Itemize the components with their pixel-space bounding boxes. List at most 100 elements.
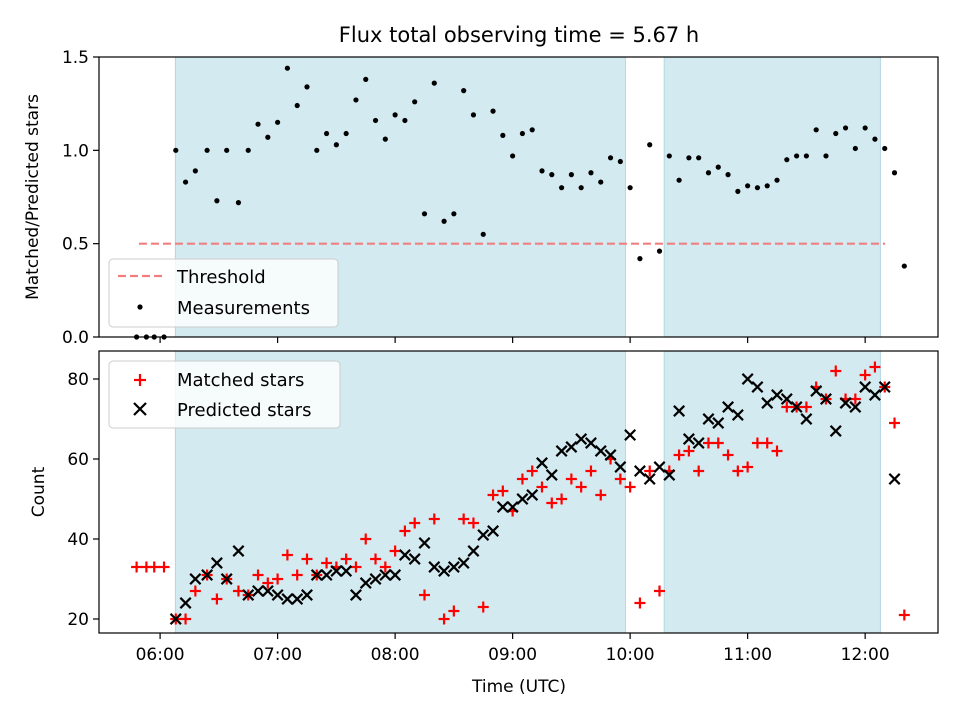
matched-star-point-65 bbox=[761, 437, 773, 449]
measurement-point-31 bbox=[431, 80, 437, 86]
x-tick-label: 07:00 bbox=[253, 645, 302, 665]
measurement-point-12 bbox=[245, 147, 251, 153]
measurement-point-32 bbox=[441, 218, 447, 224]
matched-star-point-48 bbox=[595, 489, 607, 501]
measurement-point-10 bbox=[224, 147, 230, 153]
shaded-interval-2 bbox=[663, 56, 881, 338]
measurement-point-65 bbox=[764, 183, 770, 189]
measurement-point-14 bbox=[265, 134, 271, 140]
predicted-star-point-23 bbox=[389, 569, 402, 581]
predicted-star-point-63 bbox=[780, 393, 793, 405]
matched-star-point-62 bbox=[732, 465, 744, 477]
predicted-star-point-18 bbox=[340, 565, 353, 577]
measurement-point-18 bbox=[304, 84, 310, 90]
predicted-star-point-21 bbox=[369, 573, 382, 585]
matched-star-point-59 bbox=[702, 437, 714, 449]
measurement-point-59 bbox=[705, 170, 712, 176]
predicted-star-point-40 bbox=[555, 445, 568, 457]
x-axis-label: Time (UTC) bbox=[471, 677, 566, 697]
measurement-point-45 bbox=[568, 172, 574, 178]
matched-star-point-1 bbox=[131, 561, 143, 573]
y-tick-label: 40 bbox=[67, 530, 89, 550]
predicted-star-point-8 bbox=[242, 589, 255, 601]
predicted-star-point-26 bbox=[418, 537, 431, 549]
predicted-star-point-48 bbox=[633, 465, 646, 477]
x-tick-label: 06:00 bbox=[136, 645, 185, 665]
measurement-point-77 bbox=[882, 145, 888, 152]
measurement-point-55 bbox=[666, 153, 672, 159]
measurement-point-70 bbox=[813, 127, 819, 133]
predicted-star-point-11 bbox=[271, 589, 284, 601]
predicted-star-point-37 bbox=[526, 489, 539, 501]
predicted-star-point-22 bbox=[379, 569, 392, 581]
matched-star-point-28 bbox=[399, 525, 411, 537]
predicted-star-point-68 bbox=[829, 425, 842, 437]
measurement-point-36 bbox=[480, 231, 486, 237]
predicted-star-point-25 bbox=[408, 553, 421, 565]
predicted-legend-marker bbox=[133, 402, 147, 416]
matched-star-point-11 bbox=[232, 585, 244, 597]
x-tick-label: 10:00 bbox=[606, 645, 655, 665]
matched-star-point-20 bbox=[321, 557, 333, 569]
predicted-star-point-10 bbox=[261, 585, 274, 597]
measurement-point-78 bbox=[891, 170, 898, 176]
matched-star-point-35 bbox=[467, 517, 479, 529]
matched-star-point-58 bbox=[693, 465, 705, 477]
measurement-point-33 bbox=[451, 211, 457, 217]
predicted-star-point-13 bbox=[291, 593, 304, 605]
measurement-point-20 bbox=[323, 130, 330, 137]
measurement-point-8 bbox=[204, 147, 210, 153]
measurement-point-28 bbox=[402, 117, 408, 124]
measurement-point-66 bbox=[774, 177, 780, 183]
measurement-point-60 bbox=[715, 164, 721, 170]
measurement-point-74 bbox=[852, 145, 858, 152]
predicted-star-point-29 bbox=[447, 561, 460, 573]
predicted-star-point-9 bbox=[252, 585, 265, 597]
matched-star-point-60 bbox=[712, 437, 724, 449]
measurement-point-71 bbox=[823, 153, 829, 159]
predicted-star-point-74 bbox=[888, 473, 901, 485]
bottom-y-ticks: 20 40 60 80 bbox=[67, 370, 99, 630]
measurement-point-47 bbox=[588, 170, 594, 176]
matched-star-point-25 bbox=[370, 553, 382, 565]
matched-star-point-61 bbox=[722, 449, 734, 461]
predicted-star-point-56 bbox=[712, 417, 725, 429]
bottom-legend-box bbox=[108, 360, 341, 429]
predicted-star-point-61 bbox=[761, 397, 774, 409]
matched-star-point-34 bbox=[458, 513, 470, 525]
matched-star-point-67 bbox=[781, 401, 793, 413]
matched-star-point-64 bbox=[751, 437, 763, 449]
measurement-point-39 bbox=[510, 153, 516, 159]
measurement-point-79 bbox=[901, 263, 907, 269]
measurement-point-26 bbox=[382, 136, 388, 142]
y-tick-label: 80 bbox=[67, 370, 89, 390]
x-tick-label: 09:00 bbox=[488, 645, 537, 665]
predicted-star-point-5 bbox=[210, 557, 223, 569]
predicted-star-point-69 bbox=[839, 397, 852, 409]
top-legend: Threshold Measurements bbox=[108, 258, 339, 328]
predicted-star-point-62 bbox=[771, 389, 783, 401]
measurement-point-6 bbox=[182, 179, 189, 185]
top-x-ticks bbox=[159, 337, 866, 343]
measurement-point-29 bbox=[412, 99, 418, 105]
predicted-star-point-24 bbox=[398, 549, 411, 561]
measurement-point-63 bbox=[745, 183, 751, 189]
matched-star-point-24 bbox=[360, 533, 372, 545]
matched-star-point-16 bbox=[281, 549, 293, 561]
measurement-point-41 bbox=[529, 127, 535, 133]
matched-star-point-43 bbox=[546, 497, 558, 509]
matched-star-point-38 bbox=[497, 485, 509, 497]
matched-star-point-45 bbox=[565, 473, 577, 485]
measurements-legend-marker bbox=[137, 304, 143, 310]
measurement-point-23 bbox=[353, 97, 359, 103]
predicted-star-point-19 bbox=[349, 589, 362, 601]
measurement-point-7 bbox=[192, 168, 198, 174]
measurement-points bbox=[134, 65, 907, 340]
matched-star-point-57 bbox=[683, 445, 695, 457]
predicted-star-point-28 bbox=[438, 565, 451, 577]
predicted-star-point-14 bbox=[301, 589, 313, 601]
matched-star-point-4 bbox=[158, 561, 170, 573]
predicted-star-point-58 bbox=[731, 409, 744, 421]
top-axes-frame bbox=[98, 56, 939, 338]
predicted-stars-points bbox=[169, 373, 901, 625]
